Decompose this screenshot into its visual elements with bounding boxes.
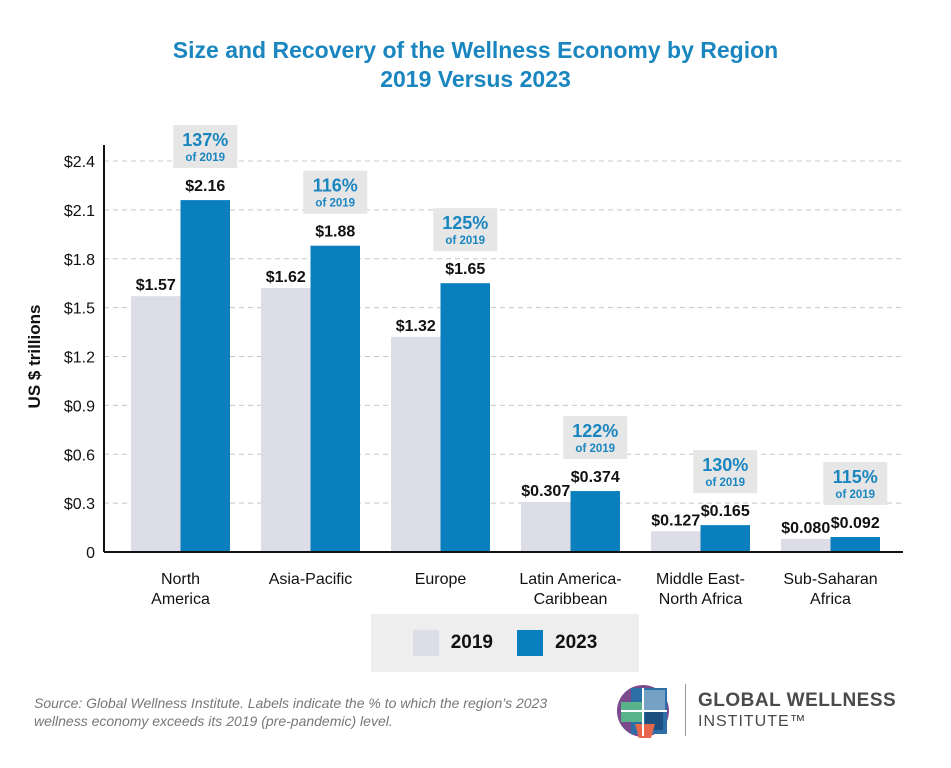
- y-tick-label: $2.4: [64, 154, 95, 171]
- bar-2023: [310, 245, 360, 552]
- bar-2023: [830, 537, 880, 552]
- y-tick-label: $0.9: [64, 398, 95, 415]
- data-label-2023: $0.374: [571, 469, 620, 486]
- x-category-label: America: [151, 591, 210, 608]
- chart-title: Size and Recovery of the Wellness Econom…: [172, 37, 779, 63]
- bar-2019: [261, 288, 311, 552]
- x-category-label: Latin America-: [519, 571, 621, 588]
- pct-annotation-sub: of 2019: [575, 443, 615, 455]
- chart-subtitle: 2019 Versus 2023: [380, 66, 571, 92]
- pct-annotation-sub: of 2019: [185, 152, 225, 164]
- pct-annotation-sub: of 2019: [315, 198, 355, 210]
- y-tick-label: $1.8: [64, 252, 95, 269]
- data-label-2023: $0.165: [701, 503, 750, 520]
- x-category-label: Sub-Saharan: [783, 571, 877, 588]
- pct-annotation-box: [173, 125, 238, 169]
- bar-chart: 0 $0.3 $0.6 $0.9 $1.2 $1.5 $1.8 $2.1 $2.4 US $ tr…: [25, 125, 903, 608]
- legend-swatch-2023: [517, 630, 543, 656]
- pct-annotation-value: 130%: [702, 455, 748, 475]
- logo-line-2: INSTITUTE™: [698, 713, 807, 730]
- logo-divider: [685, 684, 686, 736]
- legend-label-2023: 2023: [555, 632, 598, 653]
- pct-annotation-value: 137%: [182, 130, 228, 150]
- data-label-2019: $0.080: [781, 520, 830, 537]
- bar-2019: [651, 531, 701, 552]
- legend-item-2023: 2023: [517, 630, 597, 656]
- pct-annotation-box: [823, 462, 888, 506]
- y-tick-label: 0: [86, 545, 95, 562]
- data-label-2019: $1.57: [136, 277, 176, 294]
- bar-2019: [521, 501, 571, 552]
- x-category-label: Asia-Pacific: [269, 571, 353, 588]
- pct-annotation-box: [563, 416, 628, 460]
- pct-annotation-sub: of 2019: [445, 235, 485, 247]
- data-label-2023: $1.65: [445, 261, 485, 278]
- data-label-2023: $1.88: [315, 224, 355, 241]
- data-label-2019: $0.127: [651, 512, 700, 529]
- y-tick-label: $1.5: [64, 301, 95, 318]
- pct-annotation-box: [693, 450, 758, 494]
- pct-annotation-value: 122%: [572, 421, 618, 441]
- y-tick-label: $1.2: [64, 350, 95, 367]
- pct-annotation-sub: of 2019: [705, 477, 745, 489]
- legend: 2019 2023: [371, 614, 639, 672]
- logo-text: GLOBAL WELLNESS INSTITUTE™: [698, 690, 896, 732]
- pct-annotation-box: [303, 170, 368, 214]
- x-category-label: Africa: [810, 591, 851, 608]
- x-category-label: North: [161, 571, 200, 588]
- data-label-2023: $2.16: [185, 178, 225, 195]
- bar-2019: [781, 538, 831, 552]
- source-note: Source: Global Wellness Institute. Label…: [34, 695, 548, 729]
- pct-annotation-value: 116%: [313, 176, 358, 196]
- x-category-label: Caribbean: [534, 591, 608, 608]
- data-label-2019: $1.62: [266, 269, 306, 286]
- legend-swatch-2019: [412, 630, 439, 656]
- x-category-label: Middle East-: [656, 571, 745, 588]
- pct-annotation-box: [433, 208, 498, 252]
- logo-line-1: GLOBAL WELLNESS: [698, 690, 897, 711]
- legend-label-2019: 2019: [450, 632, 493, 653]
- x-category-label: North Africa: [659, 591, 743, 608]
- bar-2023: [570, 491, 620, 552]
- y-tick-label: $0.3: [64, 496, 95, 513]
- chart-title-block: Size and Recovery of the Wellness Econom…: [0, 36, 951, 94]
- x-category-label: Europe: [415, 571, 467, 588]
- bar-2023: [700, 525, 750, 552]
- y-axis-title: US $ trillions: [25, 305, 44, 409]
- pct-annotation-sub: of 2019: [835, 489, 875, 501]
- data-label-2019: $0.307: [521, 483, 570, 500]
- bar-2019: [131, 296, 181, 552]
- bar-2023: [180, 200, 230, 552]
- gwi-logo-icon: [617, 685, 669, 738]
- pct-annotation-value: 115%: [833, 467, 878, 487]
- data-label-2019: $1.32: [396, 318, 436, 335]
- legend-item-2019: 2019: [412, 630, 493, 656]
- bar-2019: [391, 336, 441, 552]
- pct-annotation-value: 125%: [442, 213, 488, 233]
- y-tick-label: $0.6: [64, 447, 95, 464]
- y-tick-label: $2.1: [64, 203, 95, 220]
- data-label-2023: $0.092: [831, 515, 880, 532]
- bar-2023: [440, 283, 490, 552]
